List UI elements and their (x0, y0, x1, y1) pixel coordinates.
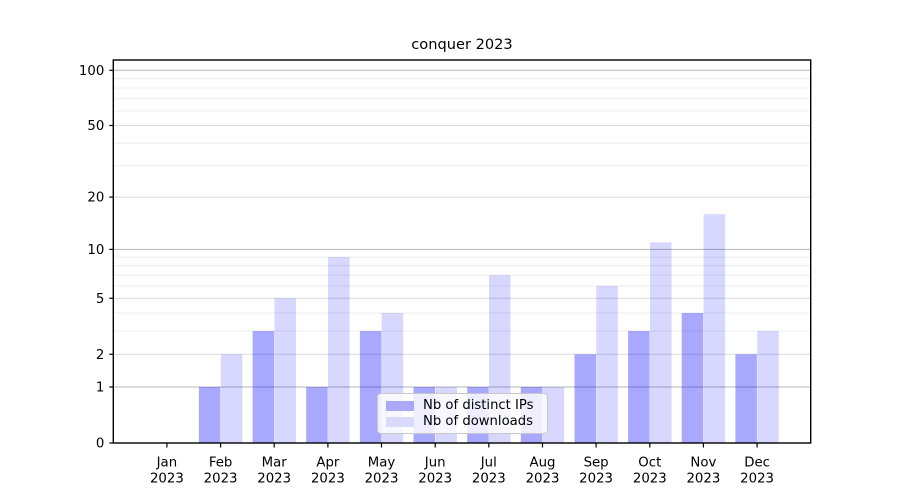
x-tick-label-month-oct: Oct (638, 456, 661, 471)
bar-distinct-ips-mar (252, 331, 275, 443)
bar-downloads-feb (220, 354, 243, 443)
y-tick-label-1: 1 (96, 381, 104, 396)
x-tick-label-year-jun: 2023 (418, 472, 452, 487)
legend: Nb of distinct IPs Nb of downloads (377, 393, 548, 434)
x-tick-label-month-aug: Aug (530, 456, 556, 471)
x-tick-label-month-jun: Jun (424, 456, 446, 471)
bar-distinct-ips-feb (198, 387, 221, 443)
bar-distinct-ips-dec (735, 354, 757, 443)
y-tick-label-5: 5 (96, 292, 104, 307)
x-tick-label-month-dec: Dec (744, 456, 770, 471)
y-tick-label-0: 0 (96, 437, 104, 452)
y-tick-label-50: 50 (87, 119, 104, 134)
x-tick-label-year-mar: 2023 (257, 472, 291, 487)
bar-distinct-ips-apr (306, 387, 328, 443)
bar-distinct-ips-may (359, 331, 382, 443)
x-tick-label-month-apr: Apr (316, 456, 340, 471)
chart-title: conquer 2023 (411, 36, 513, 53)
x-tick-label-month-feb: Feb (209, 456, 233, 471)
bar-downloads-dec (757, 331, 779, 443)
bar-downloads-aug (542, 387, 565, 443)
bar-downloads-oct (650, 242, 672, 443)
bar-distinct-ips-sep (574, 354, 596, 443)
plot-border (112, 59, 812, 444)
bar-downloads-mar (274, 298, 296, 443)
legend-label-distinct-ips: Nb of distinct IPs (423, 398, 534, 414)
x-tick-label-year-aug: 2023 (526, 472, 560, 487)
y-tick-label-100: 100 (79, 64, 104, 79)
bar-distinct-ips-oct (628, 331, 650, 443)
legend-label-downloads: Nb of downloads (423, 414, 533, 430)
bar-downloads-apr (328, 257, 350, 443)
x-tick-label-year-nov: 2023 (686, 472, 720, 487)
bar-downloads-nov (703, 214, 726, 443)
y-tick-label-2: 2 (96, 348, 104, 363)
legend-item-distinct-ips: Nb of distinct IPs (386, 398, 539, 414)
x-tick-label-year-sep: 2023 (579, 472, 613, 487)
y-tick-label-20: 20 (87, 191, 104, 206)
x-tick-label-year-oct: 2023 (633, 472, 667, 487)
x-tick-label-month-mar: Mar (262, 456, 288, 471)
legend-swatch-distinct-ips (386, 401, 414, 411)
bar-distinct-ips-nov (681, 313, 704, 443)
x-tick-label-month-jul: Jul (480, 456, 497, 471)
x-tick-label-year-dec: 2023 (740, 472, 774, 487)
legend-swatch-downloads (386, 417, 414, 427)
x-tick-label-year-feb: 2023 (204, 472, 238, 487)
x-tick-label-year-may: 2023 (365, 472, 399, 487)
x-tick-label-year-apr: 2023 (311, 472, 345, 487)
x-tick-label-month-may: May (368, 456, 396, 471)
x-tick-label-month-sep: Sep (584, 456, 609, 471)
x-tick-label-month-nov: Nov (690, 456, 716, 471)
y-tick-label-10: 10 (87, 243, 104, 258)
bar-downloads-sep (596, 285, 618, 443)
x-tick-label-year-jul: 2023 (472, 472, 506, 487)
x-tick-label-year-jan: 2023 (150, 472, 184, 487)
x-tick-label-month-jan: Jan (156, 456, 178, 471)
legend-item-downloads: Nb of downloads (386, 414, 539, 430)
